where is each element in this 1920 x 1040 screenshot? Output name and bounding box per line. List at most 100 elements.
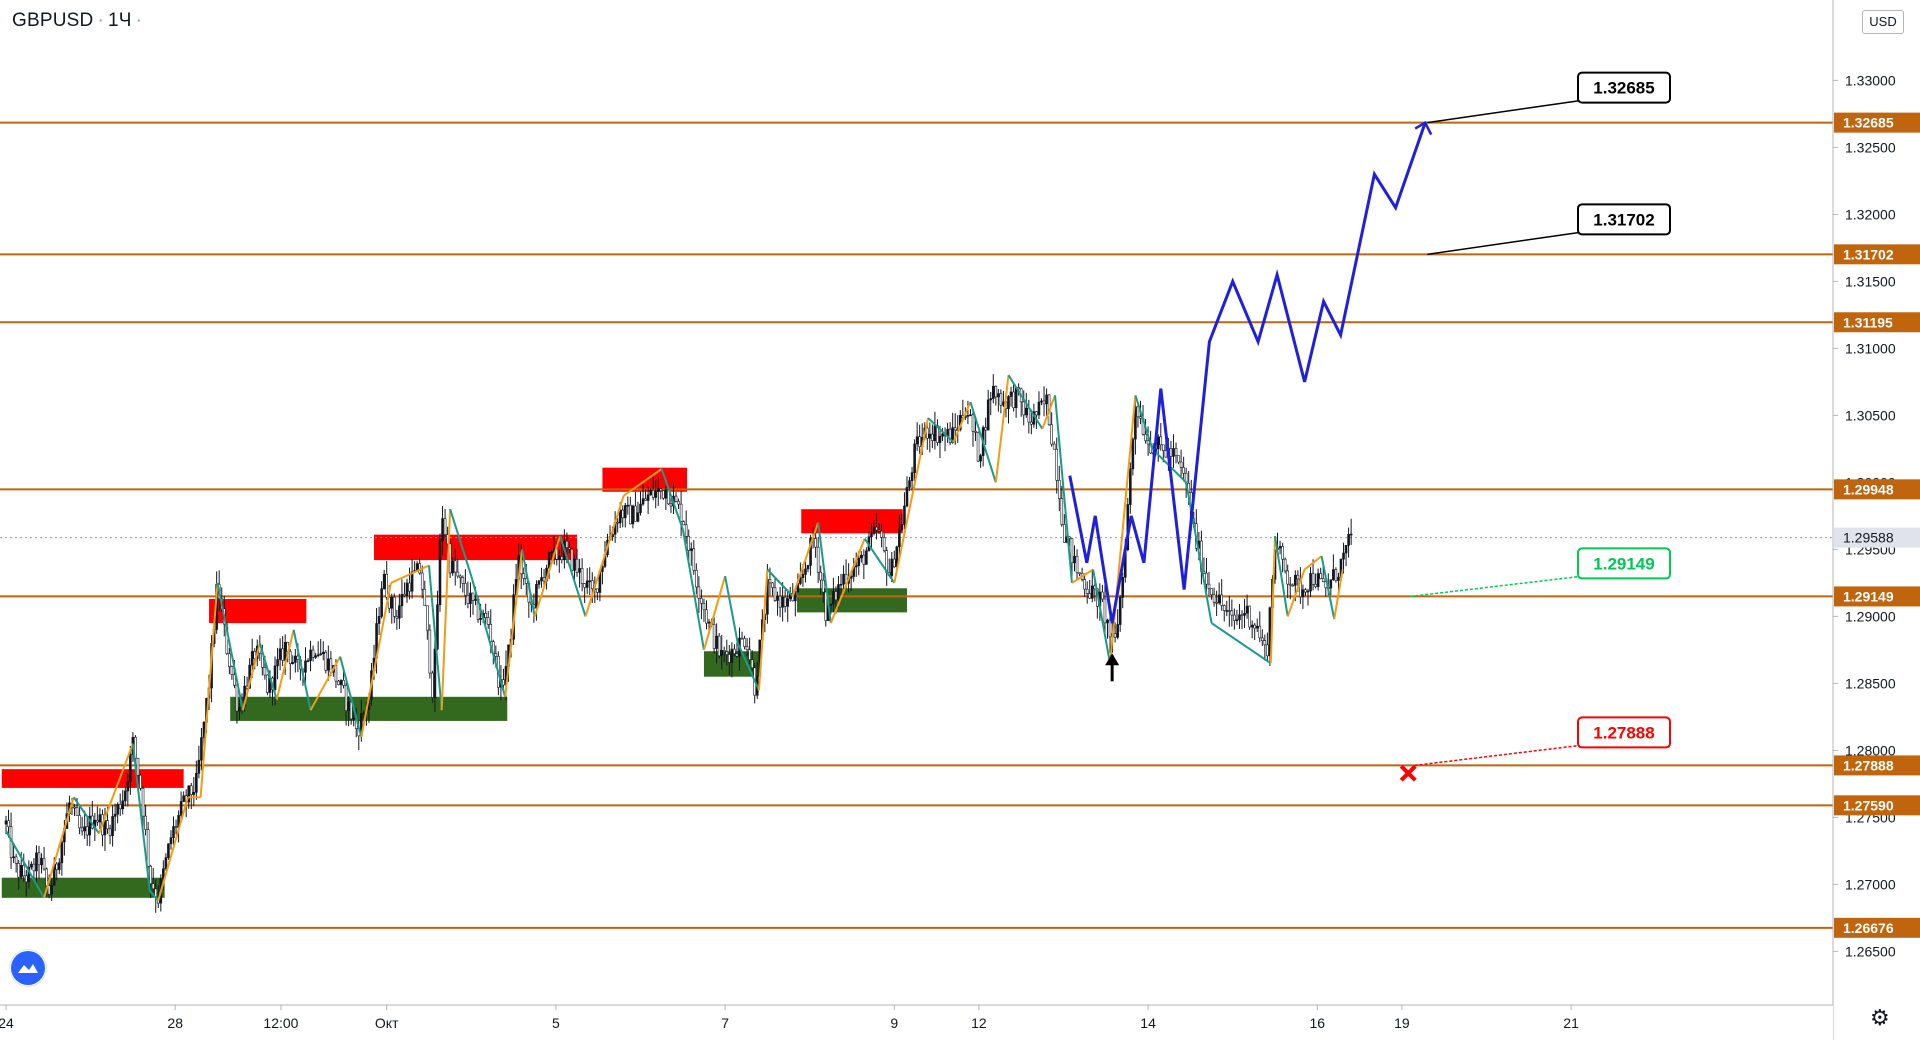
zigzag-segment: [309, 656, 342, 711]
candle-body: [78, 815, 81, 829]
candle-body: [466, 595, 470, 604]
candle-body: [1090, 585, 1094, 599]
candle-body: [976, 432, 980, 462]
callout-pointer: [1410, 575, 1581, 598]
candle-body: [288, 651, 292, 664]
candle-body: [113, 813, 117, 817]
candle-body: [705, 609, 708, 624]
candle-body: [1075, 555, 1079, 574]
candle-body: [438, 540, 442, 606]
candle-body: [479, 617, 482, 620]
candle-body: [398, 605, 401, 619]
candle-body: [324, 651, 328, 671]
candle-body: [486, 617, 490, 625]
candle-body: [720, 649, 724, 657]
candle-body: [712, 624, 716, 649]
candle-body: [1037, 401, 1041, 416]
candle-body: [390, 596, 394, 609]
candle-body: [1057, 479, 1061, 499]
cloud-logo-icon: [11, 951, 45, 985]
candle-body: [1240, 614, 1244, 617]
candle-body: [621, 509, 625, 519]
callout-box: [1577, 547, 1671, 580]
candle-body: [768, 579, 772, 584]
candle-body: [1144, 433, 1147, 442]
candle-body: [1344, 544, 1348, 554]
zigzag-segment: [149, 890, 160, 902]
candle-body: [781, 596, 784, 608]
currency-button[interactable]: USD: [1862, 10, 1904, 34]
level-price-tag: [1834, 244, 1920, 265]
tradingview-logo-icon[interactable]: [10, 950, 46, 986]
candle-body: [321, 651, 325, 655]
candle-body: [111, 816, 114, 837]
candle-body: [273, 665, 277, 690]
candle-body: [121, 800, 125, 810]
candle-body: [250, 651, 254, 666]
zigzag-segment: [1007, 374, 1044, 430]
supply-zone: [1, 769, 184, 788]
candle-body: [192, 792, 196, 795]
price-tick-label: 1.31000: [1845, 340, 1896, 356]
candle-body: [306, 660, 310, 662]
candle-body: [1286, 570, 1289, 585]
candle-body: [187, 785, 191, 803]
zigzag-segment: [863, 538, 896, 584]
candle-body: [580, 568, 584, 584]
candle-body: [565, 540, 569, 548]
candle-body: [854, 565, 858, 568]
time-tick-label: 7: [721, 1015, 729, 1031]
time-tick-label: 24: [0, 1015, 14, 1031]
candle-body: [1012, 391, 1015, 409]
candle-body: [382, 573, 386, 589]
candle-body: [748, 649, 751, 661]
level-price-label: 1.29149: [1843, 588, 1894, 604]
symbol-title[interactable]: GBPUSD · 1Ч ·: [12, 10, 146, 32]
callout-label: 1.32685: [1593, 79, 1654, 98]
candle-body: [1296, 574, 1300, 580]
zigzag-segment: [952, 401, 972, 443]
candle-body: [842, 573, 845, 585]
candle-body: [522, 573, 526, 579]
candle-body: [471, 592, 475, 601]
zigzag-segment: [994, 375, 1010, 483]
zigzag-segment: [1071, 568, 1094, 584]
candle-body: [1342, 552, 1345, 560]
zigzag-segment: [969, 401, 997, 483]
zigzag-segment: [702, 575, 727, 651]
price-tick-label: 1.26500: [1845, 943, 1896, 959]
candle-body: [393, 596, 396, 617]
timeframe-label[interactable]: 1Ч: [107, 10, 132, 31]
candle-body: [408, 582, 411, 592]
candle-body: [362, 712, 366, 715]
candle-body: [728, 654, 731, 663]
candle-body: [892, 558, 896, 568]
level-price-label: 1.31195: [1843, 314, 1893, 330]
candle-body: [745, 646, 749, 650]
time-tick-label: 21: [1563, 1015, 1579, 1031]
candle-body: [405, 582, 409, 597]
candle-body: [918, 436, 921, 448]
candle-body: [464, 583, 467, 596]
candle-body: [456, 571, 460, 577]
zigzag-segment: [449, 508, 473, 577]
candle-body: [339, 680, 343, 685]
candle-body: [560, 556, 564, 560]
candle-body: [1281, 546, 1284, 560]
candle-body: [829, 603, 833, 606]
candle-body: [535, 584, 538, 609]
candle-body: [116, 804, 119, 815]
candle-body: [1129, 468, 1132, 505]
candle-body: [146, 829, 150, 867]
gear-icon[interactable]: ⚙: [1870, 1006, 1890, 1031]
candle-body: [278, 648, 282, 660]
candle-body: [715, 635, 718, 649]
candle-body: [50, 885, 53, 895]
zigzag-segment: [157, 797, 189, 901]
candle-body: [1174, 448, 1178, 456]
candle-body: [85, 826, 89, 836]
candle-body: [898, 529, 901, 548]
candle-body: [1220, 594, 1224, 606]
candle-body: [659, 488, 663, 492]
